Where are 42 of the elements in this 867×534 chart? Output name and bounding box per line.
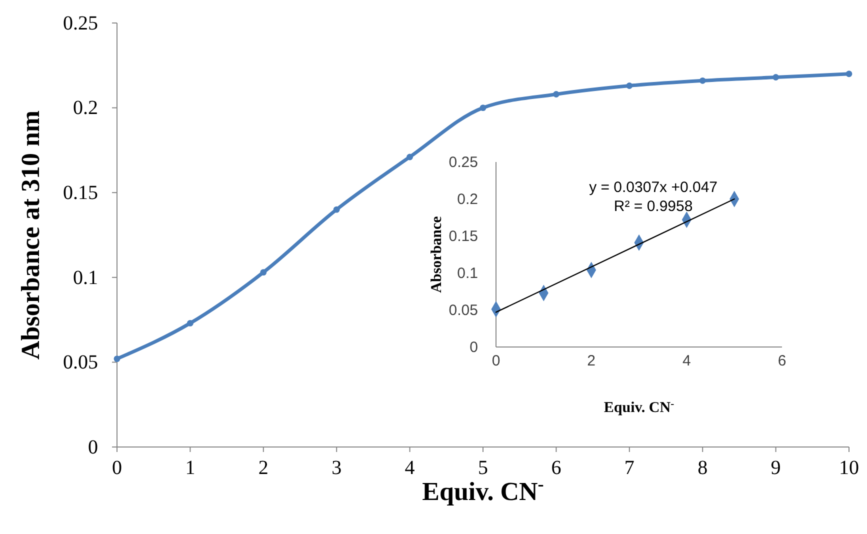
point	[626, 82, 633, 89]
x-tick-label: 2	[258, 457, 268, 480]
y-tick-label: 0.1	[457, 264, 478, 282]
point	[333, 206, 340, 213]
point	[114, 356, 120, 362]
x-tick-label: 6	[778, 352, 786, 370]
x-tick-label: 4	[682, 352, 691, 370]
y-tick-label: 0.1	[73, 266, 98, 289]
annotation: y = 0.0307x +0.047	[589, 179, 718, 196]
x-axis-title: Equiv. CN$^{-}$	[604, 398, 675, 416]
y-tick-label: 0.15	[448, 228, 478, 245]
x-tick-label: 0	[112, 457, 122, 480]
y-tick-label: 0.15	[63, 182, 98, 204]
x-tick-label: 0	[492, 352, 500, 370]
point	[699, 77, 706, 84]
annotation: R² = 0.9958	[614, 198, 693, 215]
y-tick-label: 0.25	[63, 12, 98, 34]
y-tick-label: 0.05	[63, 352, 98, 374]
x-tick-label: 7	[624, 457, 634, 480]
x-tick-label: 1	[185, 457, 196, 480]
point	[260, 269, 267, 276]
y-tick-label: 0	[88, 436, 98, 458]
x-tick-label: 3	[332, 457, 342, 480]
y-tick-label: 0.05	[448, 302, 478, 319]
y-tick-label: 0.25	[448, 154, 478, 171]
x-tick-label: 6	[551, 457, 562, 480]
x-tick-label: 10	[839, 457, 859, 480]
point	[552, 91, 560, 98]
y-axis-title: Absorbance at 310 nm	[16, 110, 44, 360]
y-axis-title: Absorbance	[429, 216, 445, 293]
point	[186, 320, 194, 326]
point	[846, 70, 852, 78]
x-tick-label: 9	[770, 457, 781, 480]
point	[406, 154, 414, 160]
x-tick-label: 2	[587, 352, 596, 370]
x-tick-label: 8	[698, 457, 708, 480]
y-tick-label: 0.2	[73, 97, 98, 120]
y-tick-label: 0	[470, 338, 478, 356]
point	[772, 74, 780, 80]
point	[480, 104, 486, 112]
x-tick-label: 4	[404, 457, 415, 480]
y-tick-label: 0.2	[457, 190, 478, 208]
